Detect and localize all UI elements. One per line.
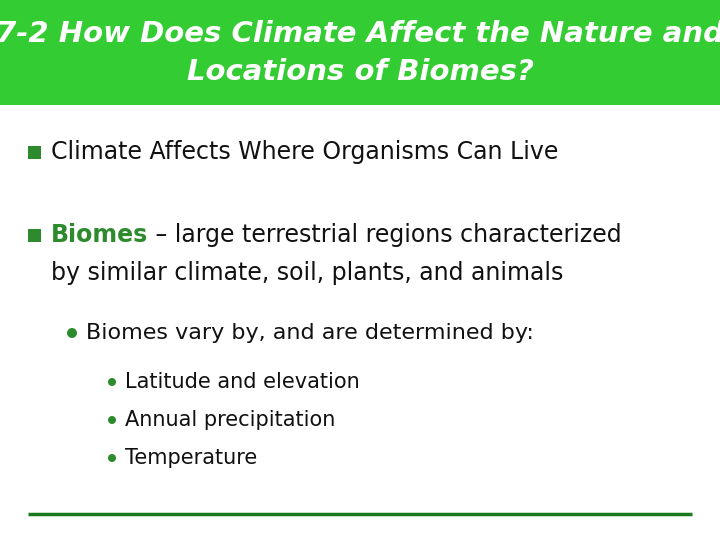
Text: Climate Affects Where Organisms Can Live: Climate Affects Where Organisms Can Live	[51, 140, 559, 164]
Circle shape	[108, 454, 116, 462]
Text: – large terrestrial regions characterized: – large terrestrial regions characterize…	[148, 223, 622, 247]
Circle shape	[67, 328, 77, 338]
Circle shape	[108, 416, 116, 424]
Circle shape	[108, 378, 116, 386]
Text: Locations of Biomes?: Locations of Biomes?	[186, 58, 534, 86]
Bar	[0, 0, 720, 105]
Text: Temperature: Temperature	[125, 448, 257, 468]
Text: by similar climate, soil, plants, and animals: by similar climate, soil, plants, and an…	[51, 261, 563, 285]
Text: Biomes vary by, and are determined by:: Biomes vary by, and are determined by:	[86, 323, 534, 343]
Bar	[28, 229, 41, 242]
Text: Latitude and elevation: Latitude and elevation	[125, 372, 360, 392]
Text: 7-2 How Does Climate Affect the Nature and: 7-2 How Does Climate Affect the Nature a…	[0, 21, 720, 49]
Text: Biomes: Biomes	[51, 223, 148, 247]
Bar	[28, 145, 41, 159]
Text: Annual precipitation: Annual precipitation	[125, 410, 336, 430]
